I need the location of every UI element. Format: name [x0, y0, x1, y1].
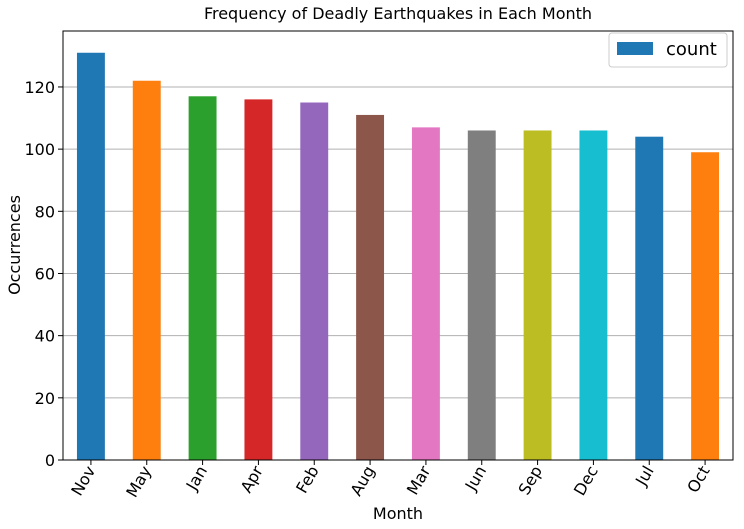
y-tick-label: 40 [35, 327, 55, 346]
x-tick-label: Nov [67, 463, 99, 500]
bars [76, 52, 720, 461]
y-tick-label: 20 [35, 389, 55, 408]
x-tick-label: Feb [292, 463, 323, 497]
bar-aug [356, 114, 385, 460]
legend: count [608, 32, 728, 68]
x-tick-label: Mar [403, 462, 435, 498]
x-tick-label: Oct [683, 463, 713, 496]
bar-jan [188, 96, 217, 461]
bar-dec [579, 130, 608, 460]
bar-may [132, 80, 161, 460]
bar-oct [691, 152, 720, 460]
x-tick-label: Jun [461, 463, 490, 495]
plot-frame [62, 30, 734, 461]
y-tick-label: 60 [35, 264, 55, 283]
x-tick-label: Aug [346, 463, 378, 500]
bar-mar [411, 127, 440, 460]
legend-label: count [666, 39, 717, 60]
bar-jun [467, 130, 496, 460]
y-tick-label: 120 [24, 78, 55, 97]
legend-swatch [617, 42, 653, 55]
bar-apr [244, 99, 273, 461]
y-tick-label: 80 [35, 202, 55, 221]
y-tick-label: 100 [24, 140, 55, 159]
y-tick-label: 0 [45, 451, 55, 470]
bar-nov [76, 52, 105, 461]
x-tick-label: Sep [515, 463, 547, 499]
y-axis-label: Occurrences [5, 195, 24, 295]
x-tick-label: Jan [182, 463, 211, 495]
x-tick-label: Apr [237, 462, 268, 496]
x-axis-ticks: Nov May Jan Apr Feb Aug Mar Jun Sep Dec Jul Oct [67, 460, 714, 501]
bar-feb [300, 102, 329, 460]
bar-jul [635, 136, 664, 460]
x-tick-label: May [122, 463, 155, 501]
x-tick-label: Dec [570, 463, 602, 499]
legend-box [608, 32, 728, 68]
y-axis-ticks: 0 20 40 60 80 100 120 [24, 78, 63, 470]
chart-title: Frequency of Deadly Earthquakes in Each … [204, 4, 592, 23]
x-tick-label: Jul [631, 463, 658, 490]
bar-sep [523, 130, 552, 460]
x-axis-label: Month [373, 504, 423, 523]
grid-lines [63, 86, 733, 461]
